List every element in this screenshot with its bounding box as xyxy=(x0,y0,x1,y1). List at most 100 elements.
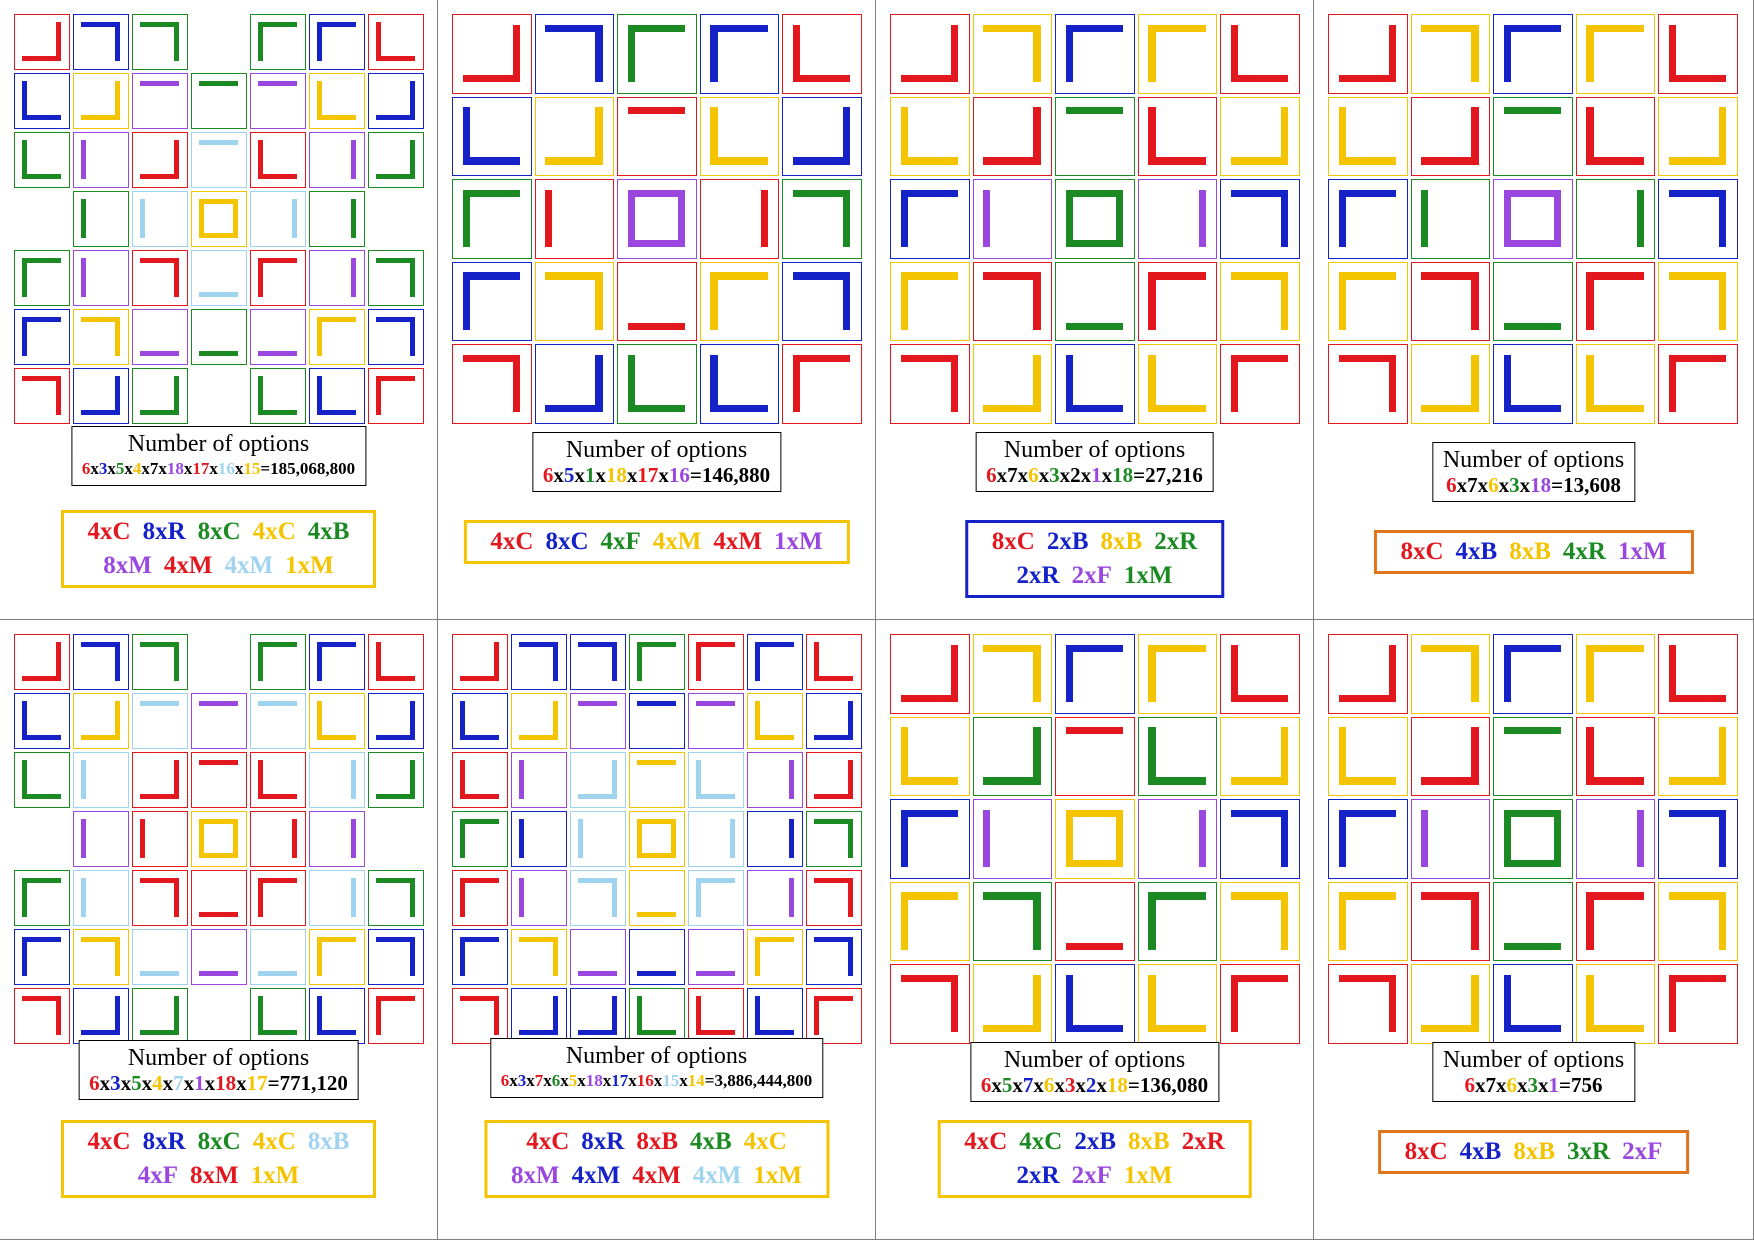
tile-count: 4xC xyxy=(964,1128,1008,1155)
bar-segment xyxy=(636,818,642,859)
bar-segment xyxy=(1554,809,1562,868)
bar-segment xyxy=(174,257,180,298)
grid-cell xyxy=(1410,799,1491,879)
tile-count-box: 8xC 4xB 8xB 3xR 2xF xyxy=(1377,1130,1690,1174)
grid-cell xyxy=(309,309,365,365)
formula-term: x xyxy=(1038,463,1050,487)
grid-cell xyxy=(1137,964,1218,1044)
tile-count: 8xC xyxy=(991,528,1035,555)
bar-segment xyxy=(174,21,180,62)
bar-segment xyxy=(1719,272,1727,330)
formula-term: 5 xyxy=(115,459,125,478)
options-formula: 6x3x7x6x5x18x17x16x15x14=3,886,444,800 xyxy=(501,1069,812,1093)
grid-cell xyxy=(1055,96,1135,177)
bar-segment xyxy=(627,354,635,413)
formula-term: x xyxy=(162,1071,174,1095)
bar-segment xyxy=(695,877,736,883)
bar-segment xyxy=(950,24,959,83)
grid-cell xyxy=(14,752,70,808)
grid-cell xyxy=(309,988,365,1044)
puzzle-panel: Number of options 6x7x6x3x1=756 8xC 4xB 8xB 3… xyxy=(1314,620,1754,1240)
puzzle-panel: Number of options 6x3x5x4x7x18x17x16x15=1… xyxy=(0,0,438,620)
formula-term: 3 xyxy=(1049,463,1060,487)
formula-term: x xyxy=(1080,463,1092,487)
bar-segment xyxy=(636,971,677,977)
bar-segment xyxy=(21,115,62,121)
options-box: Number of options 6x3x7x6x5x18x17x16x15x1… xyxy=(489,1038,824,1098)
bar-segment xyxy=(1065,809,1073,868)
grid-cell xyxy=(1410,96,1491,177)
bar-segment xyxy=(813,936,854,942)
bar-segment xyxy=(1421,777,1479,785)
tile-count-box: 4xC 8xR 8xB 4xB 4xC 8xM 4xM 4xM 4xM 1xM xyxy=(483,1120,830,1198)
grid-cell xyxy=(309,73,365,129)
grid-cell xyxy=(132,634,188,690)
bar-segment xyxy=(900,809,908,868)
bar-segment xyxy=(257,794,298,800)
bar-segment xyxy=(1065,727,1124,735)
formula-term: x xyxy=(1475,1073,1486,1097)
bar-segment xyxy=(1338,189,1346,248)
bar-segment xyxy=(900,272,959,280)
bar-segment xyxy=(1586,272,1594,330)
grid-cell xyxy=(73,988,129,1044)
grid-cell xyxy=(1055,881,1135,962)
bar-segment xyxy=(462,272,470,330)
grid-cell xyxy=(1137,261,1218,342)
grid-cell xyxy=(1410,14,1491,94)
bar-segment xyxy=(1503,974,1511,1033)
grid-cell xyxy=(617,96,697,177)
bar-segment xyxy=(351,257,357,298)
bar-segment xyxy=(115,936,121,977)
bar-segment xyxy=(80,257,86,298)
formula-term: x xyxy=(1096,1073,1107,1097)
bar-segment xyxy=(900,694,959,703)
formula-term: x xyxy=(99,1071,111,1095)
bar-segment xyxy=(695,641,701,682)
bar-segment xyxy=(813,641,819,682)
bar-segment xyxy=(612,759,618,800)
bar-segment xyxy=(900,809,959,817)
options-caption: Number of options xyxy=(127,1045,310,1071)
grid-cell xyxy=(1575,881,1656,962)
tile-count: 4xC xyxy=(87,1128,131,1155)
bar-segment xyxy=(198,818,204,859)
grid-cell xyxy=(73,132,129,188)
bar-segment xyxy=(1471,727,1479,785)
bar-segment xyxy=(115,316,121,357)
grid-cell xyxy=(570,870,626,926)
tile-count: 4xC xyxy=(743,1128,787,1155)
tile-count: 8xC xyxy=(197,1128,241,1155)
bar-segment xyxy=(1338,974,1397,983)
bar-segment xyxy=(1065,644,1124,652)
grid-cell xyxy=(14,988,70,1044)
formula-term: 18 xyxy=(605,463,627,487)
tile-count: 8xR xyxy=(142,518,186,545)
grid-cell xyxy=(629,929,685,985)
bar-segment xyxy=(139,818,145,859)
grid-cell xyxy=(890,716,970,797)
grid-cell xyxy=(73,811,129,867)
options-caption: Number of options xyxy=(565,1043,748,1069)
bar-segment xyxy=(1148,107,1156,165)
bar-segment xyxy=(813,818,854,824)
bar-segment xyxy=(1586,1025,1644,1033)
bar-segment xyxy=(950,644,959,703)
grid-cell xyxy=(132,132,188,188)
bar-segment xyxy=(848,700,854,741)
grid-cell xyxy=(452,752,508,808)
grid-cell xyxy=(1055,14,1135,94)
tile-count: 2xB xyxy=(1074,1128,1117,1155)
grid-cell xyxy=(1658,964,1738,1044)
bar-segment xyxy=(375,375,381,416)
tile-grid xyxy=(452,634,862,1044)
bar-segment xyxy=(56,641,62,682)
bar-segment xyxy=(1636,809,1644,868)
grid-cell xyxy=(688,988,744,1044)
grid-cell xyxy=(534,344,615,424)
tile-count: 2xF xyxy=(1071,562,1112,589)
bar-segment xyxy=(316,1030,357,1036)
formula-term: 7 xyxy=(1467,473,1478,497)
bar-segment xyxy=(1503,809,1562,817)
formula-term: x xyxy=(509,1071,518,1090)
